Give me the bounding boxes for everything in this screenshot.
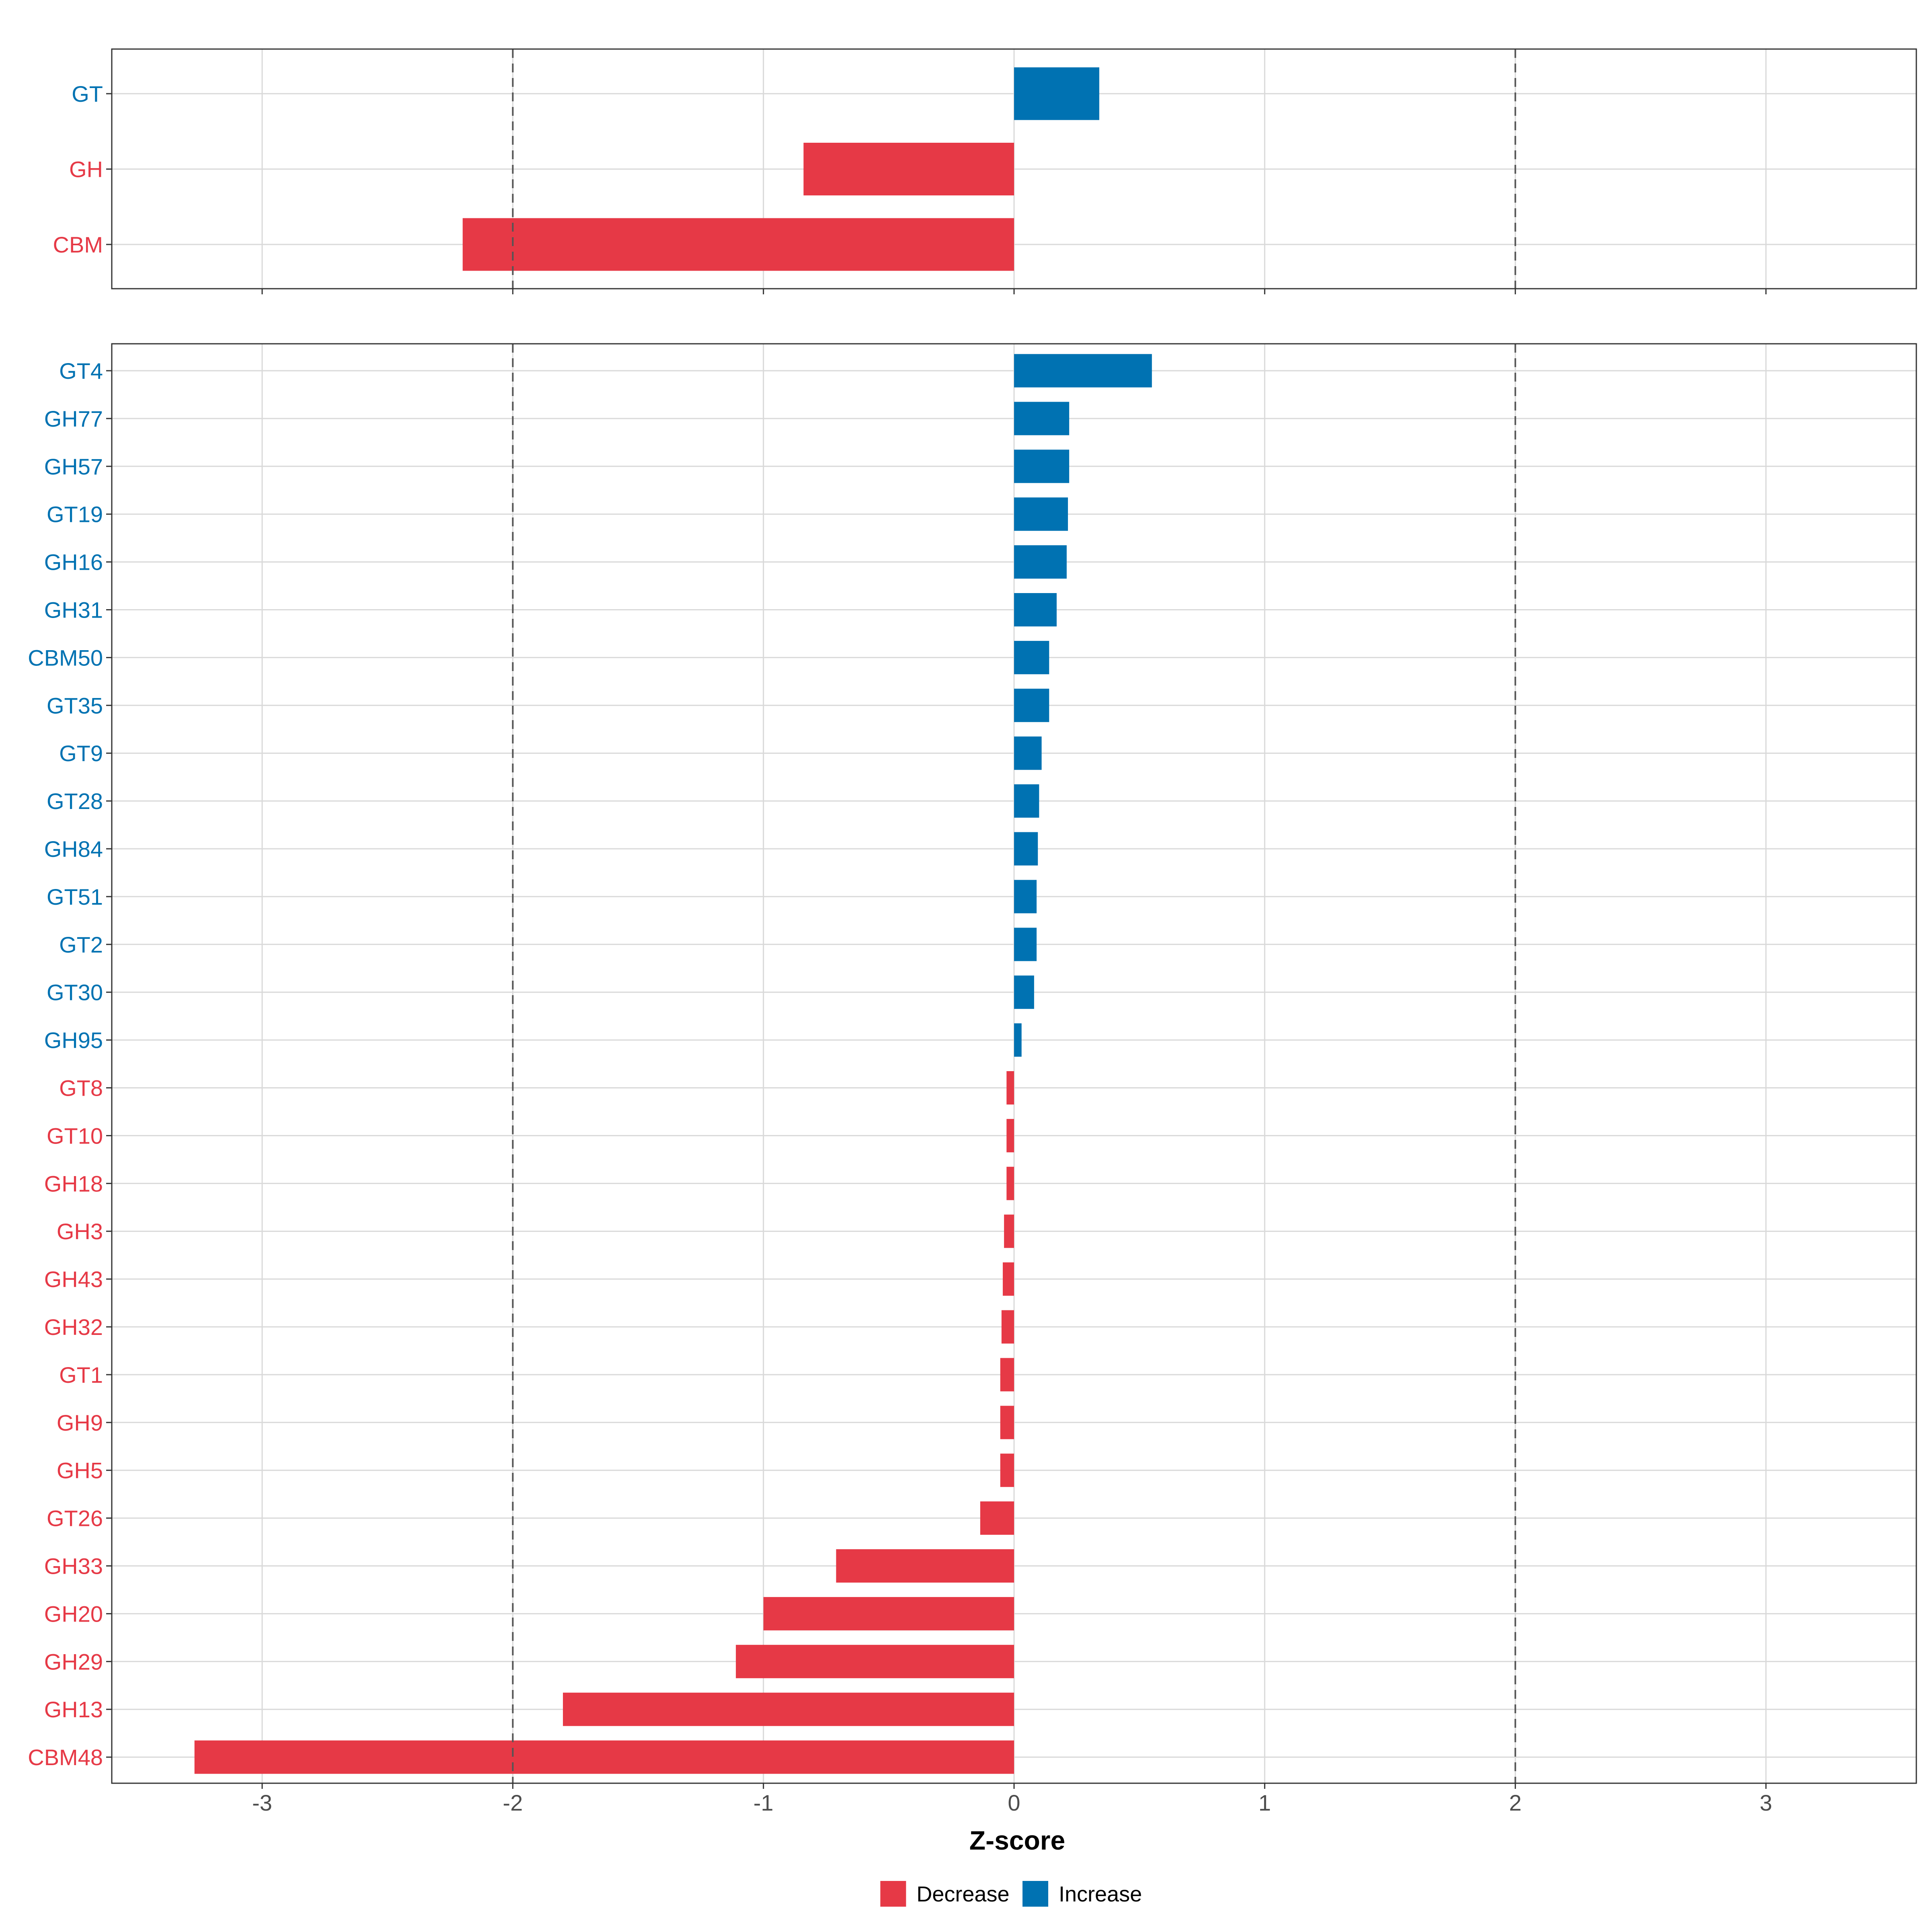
legend-swatch-increase bbox=[1022, 1881, 1048, 1907]
y-tick-label: GH43 bbox=[44, 1267, 103, 1292]
bar-gh bbox=[803, 143, 1014, 195]
bar-gh84 bbox=[1014, 832, 1038, 866]
bar-gt8 bbox=[1006, 1071, 1014, 1105]
y-tick-label: GT19 bbox=[47, 502, 103, 527]
y-tick-label: GT1 bbox=[59, 1362, 103, 1388]
bar-gt bbox=[1014, 67, 1099, 120]
bar-gh77 bbox=[1014, 402, 1070, 435]
y-tick-label: GH9 bbox=[57, 1410, 103, 1435]
bar-cbm bbox=[462, 218, 1014, 271]
bar-gt30 bbox=[1014, 975, 1034, 1009]
y-tick-label: GH95 bbox=[44, 1028, 103, 1053]
y-tick-label: GT51 bbox=[47, 884, 103, 910]
x-tick-label: 2 bbox=[1509, 1790, 1521, 1815]
bottom-panel: GT4 GH77 GH57 GT19 GH16 GH31 CBM50 GT35 GT9 GT28 G… bbox=[28, 343, 1917, 1789]
x-tick-label: -1 bbox=[754, 1790, 774, 1815]
legend-label-decrease: Decrease bbox=[916, 1882, 1009, 1906]
bar-gt51 bbox=[1014, 880, 1037, 914]
legend: Decrease Increase bbox=[880, 1881, 1142, 1907]
x-tick-label: -3 bbox=[252, 1790, 272, 1815]
y-tick-label: GT4 bbox=[59, 358, 103, 384]
bar-gt4 bbox=[1014, 354, 1152, 388]
y-tick-label: GH3 bbox=[57, 1219, 103, 1244]
y-tick-label: GH31 bbox=[44, 597, 103, 623]
y-tick-label: GT9 bbox=[59, 741, 103, 766]
y-tick-label: GT26 bbox=[47, 1506, 103, 1531]
y-tick-label: GT30 bbox=[47, 980, 103, 1005]
y-tick-label: GH5 bbox=[57, 1458, 103, 1483]
bar-gh57 bbox=[1014, 450, 1070, 483]
bar-gh95 bbox=[1014, 1023, 1022, 1057]
x-tick-label: 1 bbox=[1259, 1790, 1271, 1815]
bar-gh20 bbox=[763, 1597, 1014, 1630]
y-tick-label: GT8 bbox=[59, 1076, 103, 1101]
bar-gt1 bbox=[1000, 1358, 1014, 1392]
y-tick-label: GH77 bbox=[44, 406, 103, 431]
legend-label-increase: Increase bbox=[1059, 1882, 1142, 1906]
bar-gh18 bbox=[1006, 1166, 1014, 1200]
bar-gh16 bbox=[1014, 545, 1067, 579]
x-axis-label: Z-score bbox=[969, 1825, 1065, 1855]
y-tick-label: CBM50 bbox=[28, 645, 103, 670]
y-tick-label: CBM bbox=[53, 232, 103, 257]
y-tick-label: GH84 bbox=[44, 836, 103, 862]
y-tick-label: GH57 bbox=[44, 454, 103, 479]
x-tick-label: -2 bbox=[503, 1790, 523, 1815]
y-tick-label: GT bbox=[72, 81, 103, 107]
y-tick-label: GH32 bbox=[44, 1314, 103, 1340]
bar-gh32 bbox=[1001, 1310, 1014, 1344]
bar-gh33 bbox=[836, 1549, 1014, 1583]
bar-gt19 bbox=[1014, 497, 1068, 531]
y-tick-label: GH13 bbox=[44, 1697, 103, 1722]
bar-gh3 bbox=[1004, 1214, 1014, 1248]
y-tick-label: GH29 bbox=[44, 1649, 103, 1674]
x-tick-label: 0 bbox=[1008, 1790, 1020, 1815]
y-tick-label: GT10 bbox=[47, 1123, 103, 1148]
bar-gt10 bbox=[1006, 1119, 1014, 1152]
y-tick-label: GT2 bbox=[59, 932, 103, 957]
bar-cbm50 bbox=[1014, 641, 1049, 674]
y-tick-label: GH bbox=[69, 157, 103, 182]
bar-gh43 bbox=[1002, 1262, 1014, 1296]
bar-cbm48 bbox=[194, 1740, 1014, 1774]
bar-gh31 bbox=[1014, 593, 1057, 626]
bar-gt28 bbox=[1014, 784, 1039, 818]
bar-gt26 bbox=[980, 1501, 1014, 1535]
x-tick-label: 3 bbox=[1760, 1790, 1772, 1815]
y-tick-label: GH18 bbox=[44, 1171, 103, 1196]
x-axis: -3 -2 -1 0 1 2 3 bbox=[252, 1790, 1772, 1815]
bar-gh9 bbox=[1000, 1406, 1014, 1439]
top-panel: GT GH CBM bbox=[53, 48, 1917, 294]
bar-gh5 bbox=[1000, 1454, 1014, 1487]
bar-gt9 bbox=[1014, 736, 1042, 770]
legend-swatch-decrease bbox=[880, 1881, 906, 1907]
bar-gh13 bbox=[563, 1692, 1014, 1726]
y-tick-label: GT35 bbox=[47, 693, 103, 718]
bar-gt35 bbox=[1014, 688, 1049, 722]
y-tick-label: GH16 bbox=[44, 550, 103, 575]
y-tick-label: GT28 bbox=[47, 788, 103, 814]
bar-gt2 bbox=[1014, 928, 1037, 961]
y-tick-label: GH33 bbox=[44, 1554, 103, 1579]
y-tick-label: GH20 bbox=[44, 1601, 103, 1626]
y-tick-label: CBM48 bbox=[28, 1745, 103, 1770]
bar-gh29 bbox=[736, 1645, 1014, 1678]
